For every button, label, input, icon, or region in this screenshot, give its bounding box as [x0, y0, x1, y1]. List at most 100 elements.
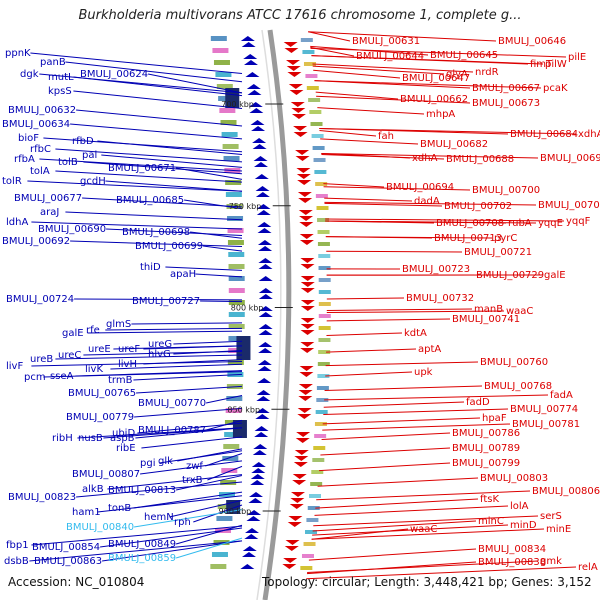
gene-label-bmulj-00807[interactable]: BMULJ_00807 — [72, 469, 140, 480]
gene-label-pilw[interactable]: pilW — [545, 59, 567, 70]
gene-label-bmulj-00713[interactable]: BMULJ_00713 — [434, 233, 502, 244]
gene-label-xdha[interactable]: xdhA — [578, 129, 600, 140]
gene-label-bmulj-00729[interactable]: BMULJ_00729 — [476, 270, 544, 281]
gene-label-bmulj-00644[interactable]: BMULJ_00644 — [356, 51, 424, 62]
gene-label-araj[interactable]: araJ — [40, 207, 59, 218]
gene-label-bmulj-00760[interactable]: BMULJ_00760 — [480, 357, 548, 368]
gene-label-mhpa[interactable]: mhpA — [426, 109, 455, 120]
gene-label-aspb[interactable]: aspB — [110, 433, 135, 444]
gene-label-pal[interactable]: pal — [82, 150, 97, 161]
gene-label-ubid[interactable]: ubiD — [112, 428, 135, 439]
gene-label-bmulj-00690[interactable]: BMULJ_00690 — [38, 224, 106, 235]
gene-label-uree[interactable]: ureE — [88, 344, 111, 355]
gene-label-bmulj-00724[interactable]: BMULJ_00724 — [6, 294, 74, 305]
gene-label-kpss[interactable]: kpsS — [48, 86, 72, 97]
gene-label-fbp1[interactable]: fbp1 — [6, 540, 29, 551]
gene-label-bmulj-00688[interactable]: BMULJ_00688 — [446, 154, 514, 165]
gene-label-bmulj-00774[interactable]: BMULJ_00774 — [510, 404, 578, 415]
gene-label-tolr[interactable]: tolR — [2, 176, 22, 187]
gene-label-bmulj-00671[interactable]: BMULJ_00671 — [108, 163, 176, 174]
gene-label-dsbb[interactable]: dsbB — [4, 556, 29, 567]
gene-label-bmulj-00700[interactable]: BMULJ_00700 — [472, 185, 540, 196]
gene-label-rfbd[interactable]: rfbD — [72, 136, 94, 147]
gene-label-apta[interactable]: aptA — [418, 344, 441, 355]
gene-label-bmulj-00682[interactable]: BMULJ_00682 — [420, 139, 488, 150]
gene-label-pcak[interactable]: pcaK — [543, 83, 568, 94]
gene-label-uref[interactable]: ureF — [118, 344, 140, 355]
gene-label-bmulj-00741[interactable]: BMULJ_00741 — [452, 314, 520, 325]
gene-label-bmulj-00708[interactable]: BMULJ_00708 — [436, 218, 504, 229]
gene-label-ham1[interactable]: ham1 — [72, 507, 101, 518]
gene-label-bmulj-00684[interactable]: BMULJ_00684 — [510, 129, 578, 140]
gene-label-pgi[interactable]: pgi — [140, 458, 155, 469]
gene-label-bmulj-00732[interactable]: BMULJ_00732 — [406, 293, 474, 304]
gene-label-xdha[interactable]: xdhA — [412, 153, 438, 164]
gene-label-minc[interactable]: minC — [478, 516, 504, 527]
gene-label-glms[interactable]: glmS — [106, 319, 131, 330]
gene-label-apah[interactable]: apaH — [170, 269, 196, 280]
gene-label-tola[interactable]: tolA — [30, 166, 50, 177]
gene-label-bmulj-00704[interactable]: BMULJ_00704 — [538, 200, 600, 211]
gene-label-rfba[interactable]: rfbA — [14, 154, 35, 165]
gene-label-bmulj-00677[interactable]: BMULJ_00677 — [14, 193, 82, 204]
gene-label-bmulj-00647[interactable]: BMULJ_00647 — [402, 73, 470, 84]
gene-label-dada[interactable]: dadA — [414, 196, 440, 207]
gene-label-bmulj-00646[interactable]: BMULJ_00646 — [498, 36, 566, 47]
gene-label-yqqf[interactable]: yqqF — [566, 216, 591, 227]
gene-label-bmulj-00673[interactable]: BMULJ_00673 — [472, 98, 540, 109]
gene-label-zwf[interactable]: zwf — [186, 461, 203, 472]
gene-label-bmulj-00702[interactable]: BMULJ_00702 — [444, 201, 512, 212]
gene-label-thid[interactable]: thiD — [140, 262, 161, 273]
gene-label-ssea[interactable]: sseA — [50, 371, 74, 382]
gene-label-trmb[interactable]: trmB — [108, 375, 133, 386]
gene-label-ruba[interactable]: rubA — [508, 218, 532, 229]
gene-label-bmulj-00692[interactable]: BMULJ_00692 — [2, 236, 70, 247]
gene-label-bmulj-00779[interactable]: BMULJ_00779 — [66, 412, 134, 423]
gene-label-bmulj-00863[interactable]: BMULJ_00863 — [34, 556, 102, 567]
gene-label-bmulj-00803[interactable]: BMULJ_00803 — [480, 473, 548, 484]
gene-label-lola[interactable]: lolA — [510, 501, 529, 512]
gene-label-bmulj-00781[interactable]: BMULJ_00781 — [512, 419, 580, 430]
gene-label-panb[interactable]: panB — [40, 57, 66, 68]
gene-label-glk[interactable]: glk — [158, 456, 173, 467]
gene-label-bmulj-00667[interactable]: BMULJ_00667 — [472, 83, 540, 94]
gene-label-waac[interactable]: waaC — [410, 524, 437, 535]
gene-label-hpaf[interactable]: hpaF — [482, 413, 507, 424]
gene-label-mine[interactable]: minE — [546, 524, 571, 535]
gene-label-ureg[interactable]: ureG — [148, 339, 172, 350]
gene-label-ftsk[interactable]: ftsK — [480, 494, 499, 505]
gene-label-bmulj-00787[interactable]: BMULJ_00787 — [138, 425, 206, 436]
gene-label-bmulj-00693[interactable]: BMULJ_00693 — [540, 153, 600, 164]
gene-label-bmulj-00727[interactable]: BMULJ_00727 — [132, 296, 200, 307]
gene-label-ribh[interactable]: ribH — [52, 433, 73, 444]
gene-label-fada[interactable]: fadA — [550, 390, 573, 401]
gene-label-bmulj-00631[interactable]: BMULJ_00631 — [352, 36, 420, 47]
gene-label-gmk[interactable]: gmk — [540, 556, 562, 567]
gene-label-ldha[interactable]: ldhA — [6, 217, 28, 228]
gene-label-rfbc[interactable]: rfbC — [30, 144, 51, 155]
gene-label-bmulj-00806[interactable]: BMULJ_00806 — [532, 486, 600, 497]
gene-label-bmulj-00723[interactable]: BMULJ_00723 — [402, 264, 470, 275]
gene-label-nrdr[interactable]: nrdR — [475, 67, 499, 78]
gene-label-bmulj-00799[interactable]: BMULJ_00799 — [452, 458, 520, 469]
gene-label-sers[interactable]: serS — [540, 511, 562, 522]
gene-label-bmulj-00634[interactable]: BMULJ_00634 — [2, 119, 70, 130]
gene-label-ribe[interactable]: ribE — [116, 443, 136, 454]
gene-label-bmulj-00699[interactable]: BMULJ_00699 — [135, 241, 203, 252]
gene-label-gale[interactable]: galE — [62, 328, 84, 339]
gene-label-dgk[interactable]: dgk — [20, 69, 39, 80]
gene-label-pile[interactable]: pilE — [568, 52, 586, 63]
gene-label-bmulj-00859[interactable]: BMULJ_00859 — [108, 553, 176, 564]
gene-label-bmulj-00849[interactable]: BMULJ_00849 — [108, 539, 176, 550]
gene-label-biof[interactable]: bioF — [18, 133, 39, 144]
gene-label-bmulj-00838[interactable]: BMULJ_00838 — [478, 557, 546, 568]
gene-label-bmulj-00662[interactable]: BMULJ_00662 — [400, 94, 468, 105]
gene-label-tolb[interactable]: tolB — [58, 157, 78, 168]
gene-label-fah[interactable]: fah — [378, 131, 394, 142]
gene-label-urec[interactable]: ureC — [58, 350, 81, 361]
gene-label-nusb[interactable]: nusB — [78, 433, 103, 444]
gene-label-trxb[interactable]: trxB — [182, 475, 203, 486]
gene-label-bmulj-00854[interactable]: BMULJ_00854 — [32, 542, 100, 553]
gene-label-bmulj-00765[interactable]: BMULJ_00765 — [68, 388, 136, 399]
gene-label-tonb[interactable]: tonB — [108, 503, 131, 514]
